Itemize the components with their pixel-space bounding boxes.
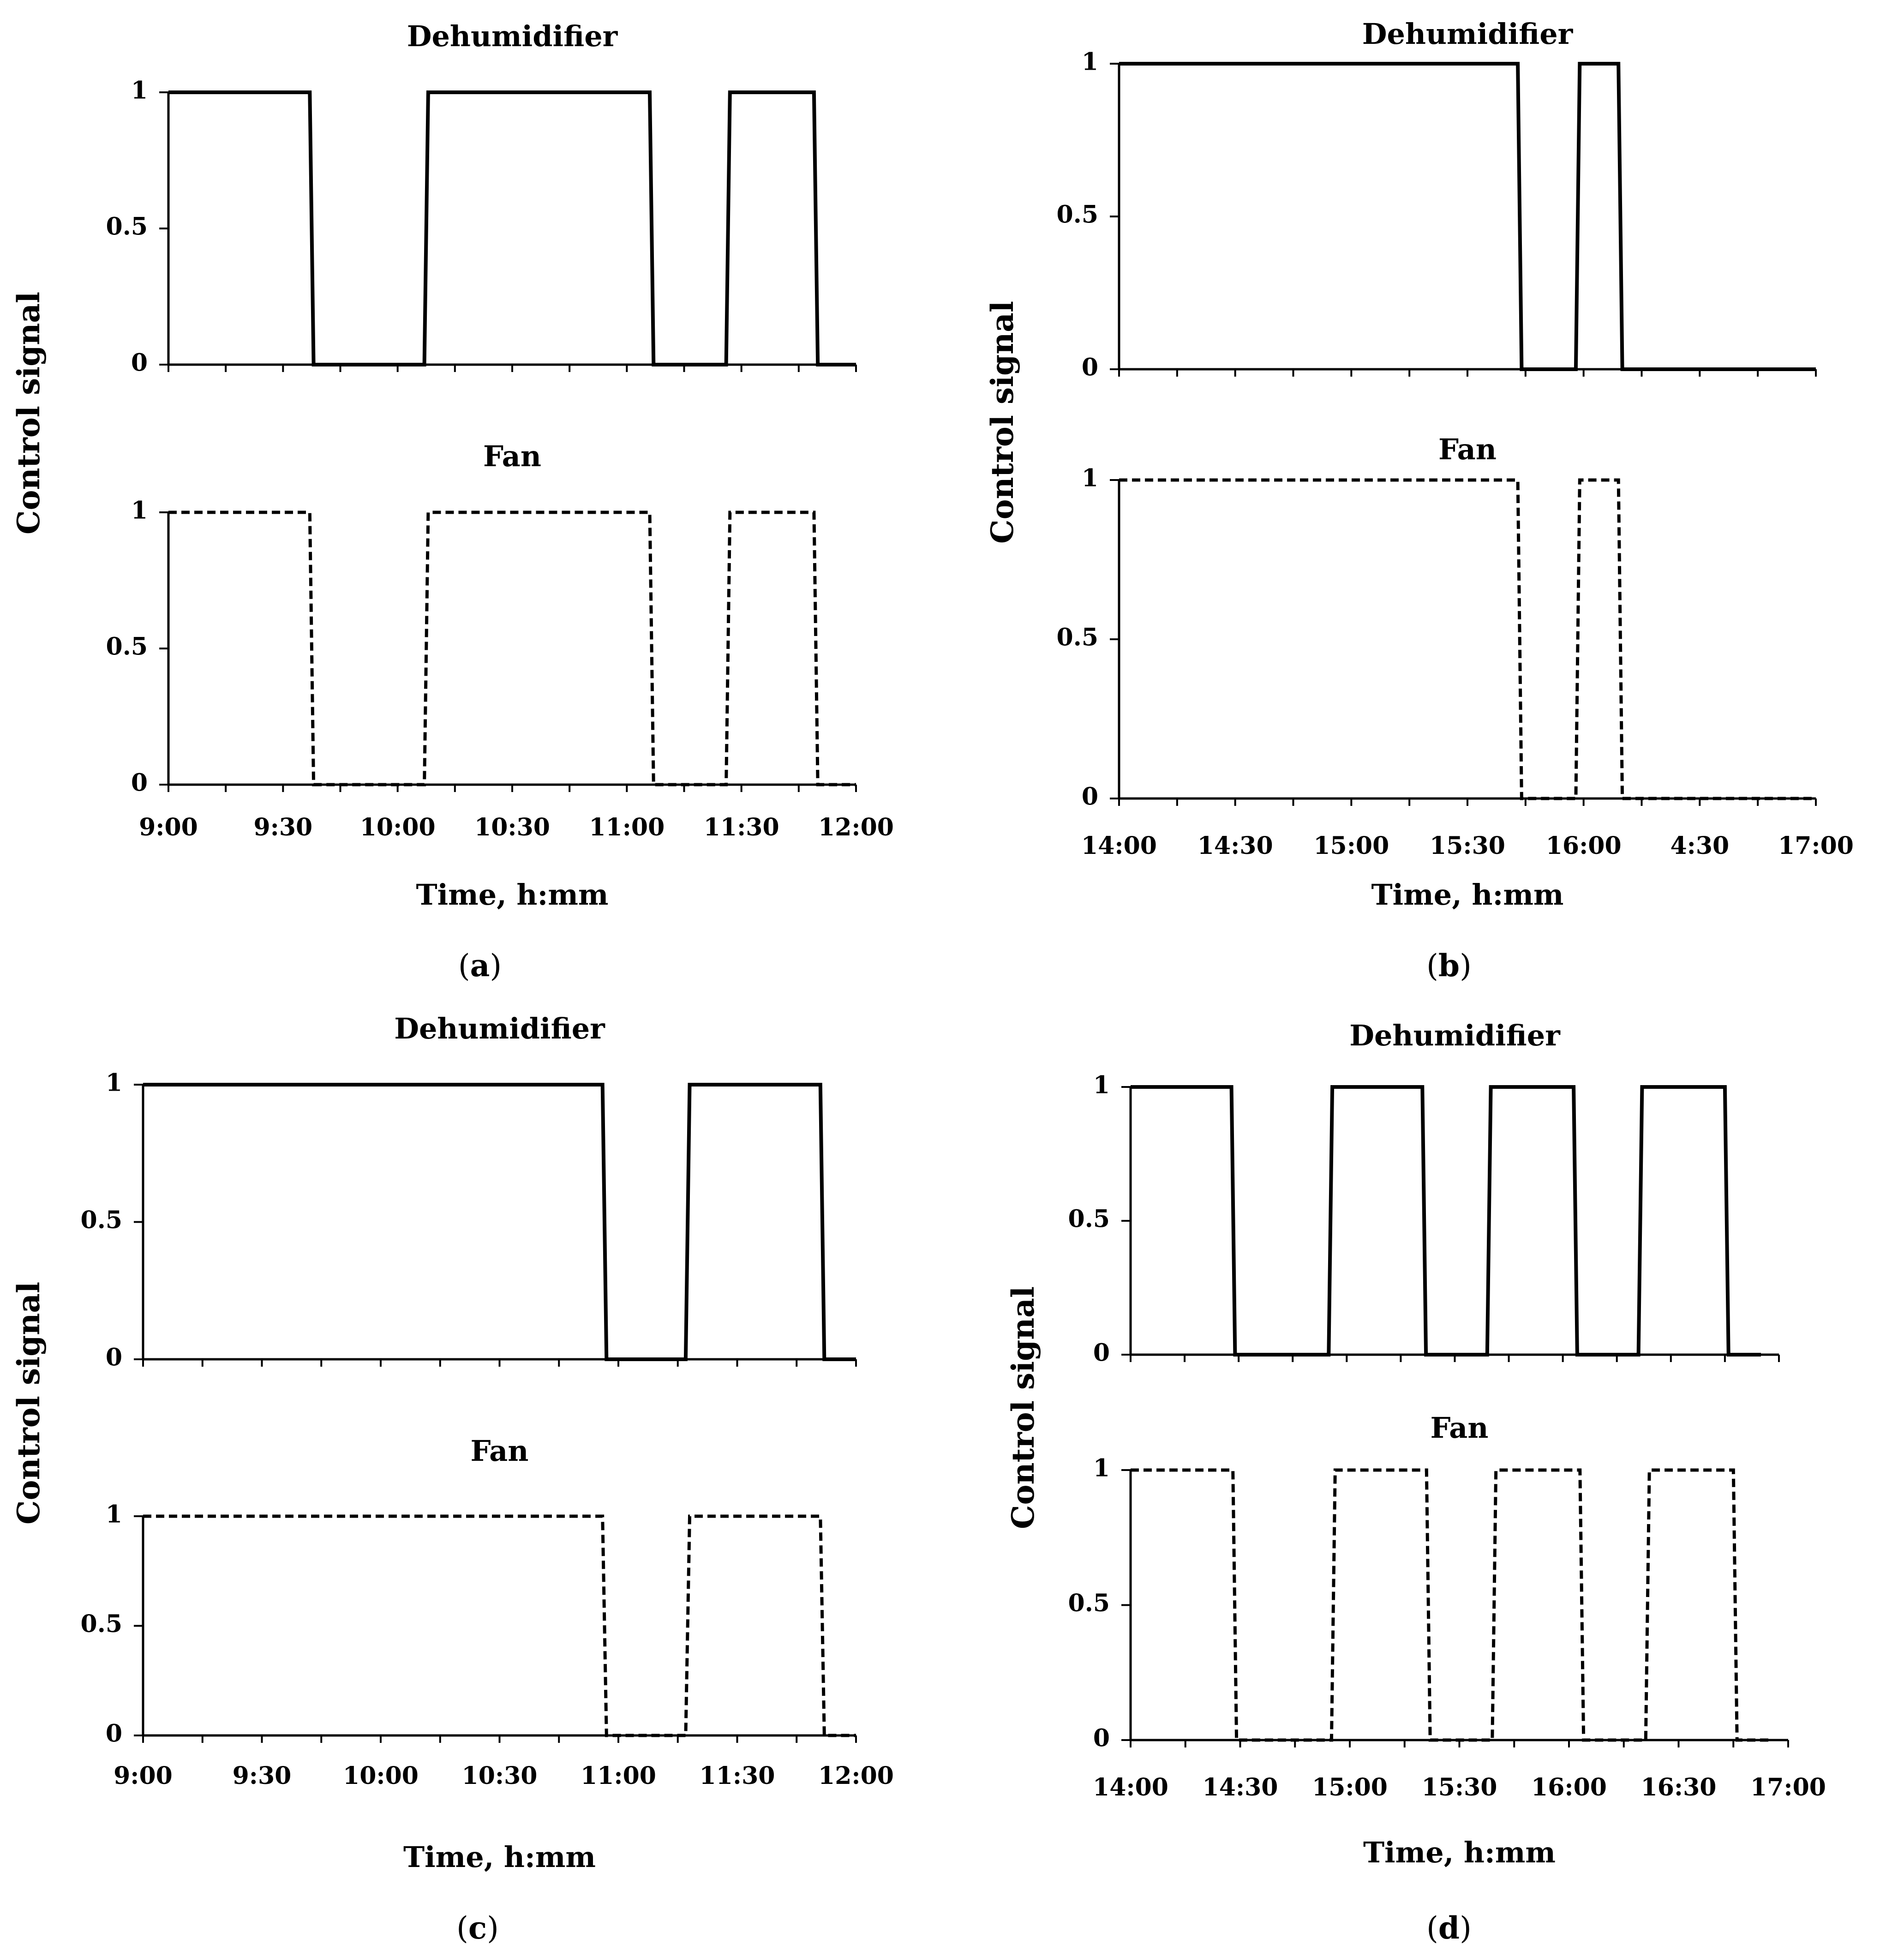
x-tick-label: 14:00 <box>1093 1773 1168 1801</box>
y-tick-label: 1 <box>106 1069 122 1097</box>
x-axis-label: Time, h:mm <box>1363 1836 1556 1869</box>
x-tick-label: 16:30 <box>1641 1773 1717 1801</box>
x-tick-label: 16:00 <box>1546 832 1622 860</box>
y-tick-label: 0.5 <box>1068 1589 1110 1617</box>
y-axis-label: Control signal <box>11 1282 47 1525</box>
x-tick-label: 15:30 <box>1422 1773 1497 1801</box>
y-tick-label: 0 <box>106 1344 122 1372</box>
subplot-title: Fan <box>471 1434 529 1468</box>
panel-c: Dehumidifier 0 0.5 1 Fan 0 0.5 1 9:00 9:30 10:00 10… <box>11 1012 894 1946</box>
y-tick-label: 1 <box>1093 1071 1110 1099</box>
fan-signal-line <box>1131 1468 1770 1742</box>
dehumidifier-subplot: Dehumidifier 0 0.5 1 <box>1057 17 1817 382</box>
y-axis-label: Control signal <box>984 301 1020 544</box>
subplot-title: Fan <box>483 439 541 473</box>
x-tick-label: 4:30 <box>1670 832 1729 860</box>
fan-signal-line <box>1119 478 1816 800</box>
y-tick-label: 1 <box>1093 1454 1110 1483</box>
x-tick-label: 10:00 <box>343 1762 419 1790</box>
subplot-title: Dehumidifier <box>1349 1019 1561 1052</box>
x-tick-label: 12:00 <box>818 813 894 841</box>
x-tick-label: 9:00 <box>114 1762 173 1790</box>
y-axis-label: Control signal <box>11 292 47 534</box>
x-tick-label: 12:00 <box>818 1762 894 1790</box>
x-tick-label: 11:30 <box>704 813 779 841</box>
y-tick-label: 1 <box>131 77 148 105</box>
subplot-title: Dehumidifier <box>394 1012 605 1045</box>
panel-label: (b) <box>1426 948 1472 984</box>
y-tick-label: 0 <box>1093 1339 1110 1367</box>
x-tick-label: 15:00 <box>1313 832 1389 860</box>
y-tick-label: 0 <box>1082 783 1098 811</box>
x-tick-label: 11:00 <box>589 813 665 841</box>
y-tick-label: 1 <box>1082 48 1098 76</box>
x-tick-label: 10:30 <box>462 1762 538 1790</box>
y-tick-label: 1 <box>1082 464 1098 492</box>
y-tick-label: 0 <box>1093 1724 1110 1753</box>
x-tick-label: 14:30 <box>1197 832 1273 860</box>
dehumidifier-subplot: Dehumidifier 0 0.5 1 <box>1068 1019 1780 1367</box>
y-tick-label: 0.5 <box>1068 1205 1110 1233</box>
panel-a: Dehumidifier 0 0.5 1 Fan 0 0.5 1 9:00 9:30 10:00 10… <box>11 19 894 984</box>
subplot-title: Dehumidifier <box>407 19 618 53</box>
subplot-title: Fan <box>1431 1411 1489 1445</box>
fan-subplot: Fan 0 0.5 1 9:00 9:30 10:00 10:30 11:00 11:30 12:0… <box>81 1434 894 1790</box>
x-tick-label: 17:00 <box>1750 1773 1826 1801</box>
dehumidifier-signal-line <box>143 1083 856 1361</box>
panel-b: Dehumidifier 0 0.5 1 Fan 0 0.5 1 14:00 14:30 15:00… <box>984 17 1854 984</box>
y-tick-label: 1 <box>106 1501 122 1529</box>
fan-subplot: Fan 0 0.5 1 9:00 9:30 10:00 10:30 11:00 11:30 12:0… <box>106 439 894 841</box>
y-axis-label: Control signal <box>1005 1286 1041 1529</box>
x-axis-label: Time, h:mm <box>403 1840 596 1874</box>
dehumidifier-subplot: Dehumidifier 0 0.5 1 <box>106 19 857 377</box>
x-tick-label: 15:30 <box>1430 832 1505 860</box>
x-tick-label: 17:00 <box>1778 832 1854 860</box>
x-axis-label: Time, h:mm <box>1371 878 1563 912</box>
x-tick-label: 15:00 <box>1312 1773 1388 1801</box>
panel-d: Dehumidifier 0 0.5 1 Fan 0 0.5 1 14:00 14:30 15:00… <box>1005 1019 1826 1946</box>
subplot-title: Dehumidifier <box>1362 17 1574 51</box>
y-tick-label: 0.5 <box>106 633 148 661</box>
x-axis-label: Time, h:mm <box>416 878 608 912</box>
dehumidifier-signal-line <box>1119 62 1816 371</box>
y-tick-label: 0 <box>1082 354 1098 382</box>
panel-label: (c) <box>456 1910 499 1946</box>
fan-subplot: Fan 0 0.5 1 14:00 14:30 15:00 15:30 16:00 4:30 17:… <box>1057 432 1854 860</box>
subplot-title: Fan <box>1438 432 1497 466</box>
x-tick-label: 10:00 <box>360 813 436 841</box>
dehumidifier-signal-line <box>168 90 856 366</box>
x-tick-label: 11:30 <box>700 1762 775 1790</box>
x-tick-label: 14:30 <box>1203 1773 1278 1801</box>
x-tick-label: 10:30 <box>474 813 550 841</box>
x-tick-label: 11:00 <box>581 1762 656 1790</box>
y-tick-label: 0.5 <box>1057 201 1098 229</box>
y-tick-label: 0.5 <box>81 1610 122 1638</box>
panel-label: (d) <box>1426 1910 1472 1946</box>
fan-signal-line <box>168 510 856 786</box>
panel-label: (a) <box>458 948 502 984</box>
x-tick-label: 14:00 <box>1081 832 1157 860</box>
y-tick-label: 0 <box>106 1720 122 1748</box>
y-tick-label: 0 <box>131 769 148 797</box>
x-tick-label: 9:30 <box>233 1762 292 1790</box>
fan-subplot: Fan 0 0.5 1 14:00 14:30 15:00 15:30 16:00 16:30 17… <box>1068 1411 1826 1801</box>
x-tick-label: 16:00 <box>1531 1773 1607 1801</box>
y-tick-label: 0.5 <box>1057 624 1098 652</box>
x-tick-label: 9:00 <box>139 813 198 841</box>
y-tick-label: 0.5 <box>106 213 148 241</box>
x-tick-label: 9:30 <box>253 813 312 841</box>
y-tick-label: 0 <box>131 349 148 377</box>
y-tick-label: 0.5 <box>81 1206 122 1234</box>
dehumidifier-subplot: Dehumidifier 0 0.5 1 <box>81 1012 857 1372</box>
dehumidifier-signal-line <box>1131 1085 1761 1357</box>
fan-signal-line <box>143 1514 856 1737</box>
y-tick-label: 1 <box>131 497 148 525</box>
